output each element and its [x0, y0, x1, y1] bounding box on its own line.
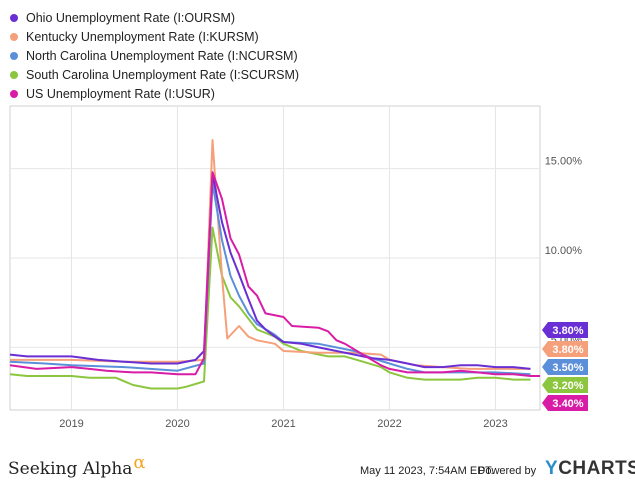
x-tick-label: 2023: [483, 418, 507, 430]
series-line[interactable]: [9, 181, 531, 376]
end-value-text: 3.20%: [552, 380, 583, 392]
x-tick-label: 2022: [377, 418, 401, 430]
legend-item-south-carolina[interactable]: South Carolina Unemployment Rate (I:SCUR…: [6, 65, 299, 84]
end-value-text: 3.50%: [552, 362, 583, 374]
end-value-tag: 3.80%: [542, 341, 588, 357]
legend-marker-south-carolina: [10, 70, 18, 79]
legend-label-us: US Unemployment Rate (I:USUR): [26, 86, 215, 101]
legend-item-ohio[interactable]: Ohio Unemployment Rate (I:OURSM): [6, 8, 299, 27]
footer: Seeking Alphaα May 11 2023, 7:54AM EDT. …: [0, 446, 635, 484]
x-tick-label: 2019: [59, 418, 83, 430]
end-value-tag: 3.20%: [542, 377, 588, 393]
alpha-symbol: α: [133, 452, 146, 473]
end-value-labels: 3.80% 3.80% 3.50% 3.20% 3.40%: [542, 322, 588, 411]
series-line[interactable]: [10, 139, 531, 370]
legend-item-north-carolina[interactable]: North Carolina Unemployment Rate (I:NCUR…: [6, 46, 299, 65]
ycharts-wordmark: CHARTS: [558, 458, 635, 479]
legend-label-north-carolina: North Carolina Unemployment Rate (I:NCUR…: [26, 48, 298, 63]
end-value-tag: 3.40%: [542, 395, 588, 411]
x-tick-label: 2020: [165, 418, 189, 430]
end-value-text: 3.40%: [552, 398, 583, 410]
legend-marker-kentucky: [10, 32, 18, 41]
end-value-tag: 3.50%: [542, 359, 588, 375]
y-tick-label: 15.00%: [545, 156, 583, 168]
end-value-tag-shape: [542, 341, 588, 357]
end-value-tag-shape: [542, 377, 588, 393]
legend-marker-north-carolina: [10, 51, 18, 60]
timestamp: May 11 2023, 7:54AM EDT.: [360, 465, 494, 477]
series-lines: [9, 139, 540, 390]
end-value-text: 3.80%: [552, 325, 583, 337]
legend-item-kentucky[interactable]: Kentucky Unemployment Rate (I:KURSM): [6, 27, 299, 46]
y-tick-label: 10.00%: [545, 245, 583, 257]
end-value-tag-shape: [542, 395, 588, 411]
legend-item-us[interactable]: US Unemployment Rate (I:USUR): [6, 84, 299, 103]
legend-marker-us: [10, 89, 18, 98]
end-value-text: 3.80%: [552, 344, 583, 356]
chart-legend: Ohio Unemployment Rate (I:OURSM) Kentuck…: [6, 8, 299, 103]
series-line[interactable]: [9, 173, 531, 370]
powered-by-label: Powered by: [478, 465, 537, 477]
legend-marker-ohio: [10, 13, 18, 22]
grid-lines: [10, 106, 540, 410]
legend-label-ohio: Ohio Unemployment Rate (I:OURSM): [26, 10, 236, 25]
ycharts-logo[interactable]: YCHARTS: [545, 458, 635, 480]
end-value-tag-shape: [542, 359, 588, 375]
end-value-tag: 3.80%: [542, 322, 588, 338]
x-tick-label: 2021: [271, 418, 295, 430]
ycharts-y-mark: Y: [545, 458, 559, 479]
seeking-alpha-logo[interactable]: Seeking Alphaα: [8, 452, 146, 479]
series-line[interactable]: [9, 226, 531, 390]
series-line[interactable]: [9, 171, 540, 377]
legend-label-south-carolina: South Carolina Unemployment Rate (I:SCUR…: [26, 67, 300, 82]
end-value-tag-shape: [542, 322, 588, 338]
legend-label-kentucky: Kentucky Unemployment Rate (I:KURSM): [26, 29, 259, 44]
brand-name: Seeking Alpha: [8, 459, 133, 479]
